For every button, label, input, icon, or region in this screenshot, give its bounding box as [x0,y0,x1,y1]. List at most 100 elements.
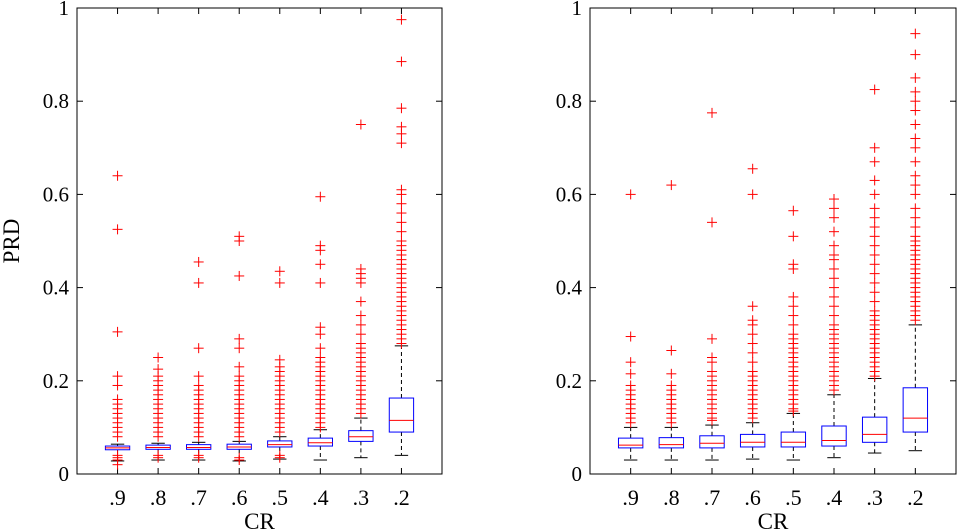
outlier-marker [666,368,677,379]
outlier-marker [747,357,758,368]
outlier-marker [747,189,758,200]
outlier-marker [829,310,839,321]
outlier-marker [396,121,407,132]
outlier-marker [910,156,921,167]
outlier-marker [707,333,717,344]
outlier-marker [315,277,326,288]
outlier-marker [910,170,921,181]
outlier-marker [625,380,636,391]
outlier-marker [829,203,839,214]
outlier-marker [788,329,799,340]
outlier-marker [788,291,799,302]
outlier-marker [747,366,758,377]
outlier-marker [234,270,245,281]
x-tick-label: .3 [353,485,370,510]
outlier-marker [355,329,366,340]
x-tick-label: .7 [190,485,207,510]
axes-frame [76,7,443,475]
outlier-marker [112,371,123,382]
outlier-marker [869,296,880,307]
iqr-box [902,387,929,433]
y-tick-label: 0 [572,462,583,486]
iqr-box [821,425,847,447]
outlier-marker [625,331,636,342]
x-tick-label: .7 [704,485,721,510]
iqr-box [388,397,415,433]
y-tick-label: 1 [59,0,70,20]
outlier-marker [193,371,204,382]
x-axis-label: CR [244,509,275,531]
x-tick-label: .4 [312,485,329,510]
box-.6 [739,163,766,460]
x-tick-label: .6 [231,485,248,510]
outlier-marker [315,352,326,363]
outlier-marker [869,277,880,288]
y-tick-label: 0.8 [43,89,69,113]
outlier-marker [396,226,407,237]
outlier-marker [788,205,799,216]
outlier-marker [234,333,245,344]
iqr-box [699,435,725,449]
outlier-marker [869,287,880,298]
right-boxplot-panel: 0 0.2 0.4 0.6 0.8 1 .9 .8 .7 .6 .5 .4 .3 .2 CR [556,0,957,531]
outlier-marker [869,259,880,270]
iqr-box [348,430,374,442]
outlier-marker [234,452,245,463]
outlier-marker [315,259,326,270]
outlier-marker [707,217,717,228]
outlier-marker [625,368,636,379]
outlier-marker [910,203,921,214]
outlier-marker [234,231,245,242]
outlier-marker [829,240,839,251]
x-tick-label: .2 [907,485,924,510]
outlier-marker [666,380,677,391]
x-tick-label: .5 [272,485,289,510]
y-tick-label: 0.2 [43,369,69,393]
outlier-marker [910,105,921,116]
outlier-marker [355,296,366,307]
outlier-marker [193,380,204,391]
outlier-marker [625,189,636,200]
box-.8 [658,180,685,461]
outlier-marker [747,315,758,326]
outlier-marker [396,236,407,246]
outlier-marker [396,198,407,209]
outlier-marker [355,338,366,349]
box-.9 [617,189,644,461]
outlier-marker [355,263,366,274]
box-.9 [104,170,131,470]
outlier-marker [829,291,839,302]
outlier-marker [112,170,123,181]
y-tick-label: 1 [572,0,583,20]
outlier-marker [869,305,880,316]
outlier-marker [788,259,799,270]
outlier-marker [910,222,921,233]
outlier-marker [910,72,921,83]
outlier-marker [747,301,758,312]
outlier-marker [396,208,407,219]
x-tick-label: .2 [393,485,410,510]
outlier-marker [869,175,880,186]
outlier-marker [869,240,880,251]
outlier-marker [788,301,799,312]
outlier-marker [153,352,164,363]
outlier-marker [193,256,204,267]
iqr-box [861,416,888,443]
outlier-marker [910,180,921,191]
outlier-marker [869,142,880,153]
outlier-marker [788,319,799,330]
outlier-marker [315,322,326,333]
outlier-marker [112,450,123,461]
outlier-marker [396,14,407,25]
outlier-marker [396,217,407,228]
outlier-marker [788,310,799,321]
box-.7 [699,107,725,461]
outlier-marker [193,277,204,288]
outlier-marker [315,191,326,202]
box-.3 [861,84,888,454]
outlier-marker [869,203,880,214]
outlier-marker [625,357,636,368]
outlier-marker [910,119,921,130]
iqr-box [658,437,685,449]
